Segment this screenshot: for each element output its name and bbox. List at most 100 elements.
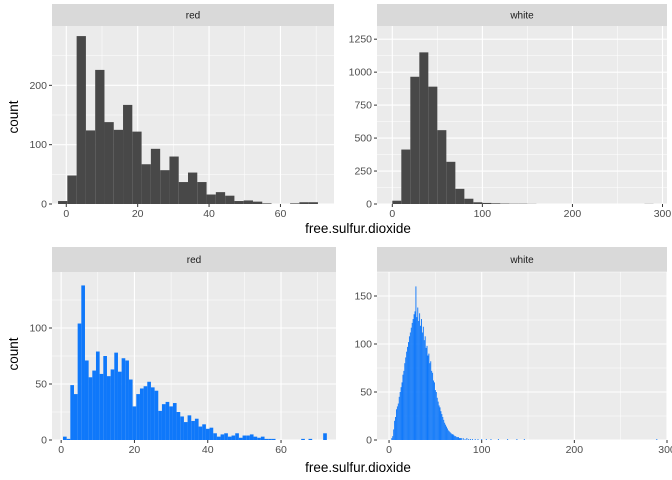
bottom-red-bar xyxy=(70,385,74,440)
bottom-white-bar xyxy=(412,319,414,440)
bottom-red-bar xyxy=(301,438,305,440)
top-red-bar xyxy=(234,201,244,204)
top-red-bar xyxy=(178,182,189,204)
bottom-white-panel: white 0 100 200 300 0 50 100 150 xyxy=(354,247,672,456)
bottom-white-bar xyxy=(458,438,460,440)
bottom-white-bar xyxy=(415,286,417,440)
bottom-red-bar xyxy=(99,373,104,440)
bottom-white-bar xyxy=(408,342,409,440)
top-red-bar xyxy=(206,194,216,204)
bottom-red-bar xyxy=(308,438,313,440)
top-red-bar xyxy=(132,131,142,204)
bottom-white-bar xyxy=(440,411,442,440)
bottom-white-bar xyxy=(441,414,443,440)
bottom-histogram-figure: count free.sulfur.dioxide xyxy=(6,337,411,475)
bottom-white-bar xyxy=(452,434,454,440)
bottom-white-bar xyxy=(413,314,415,440)
top-red-bar xyxy=(58,201,68,204)
bottom-white-bar xyxy=(410,327,412,440)
bottom-white-y-tick-label: 100 xyxy=(354,339,372,351)
bottom-red-bar xyxy=(249,434,254,440)
bottom-red-bar xyxy=(161,404,166,440)
bottom-red-bar xyxy=(121,358,126,440)
top-red-bar xyxy=(188,172,198,204)
bottom-white-x-tick-label: 100 xyxy=(473,444,491,456)
bottom-white-bar xyxy=(400,387,402,440)
bottom-white-bar xyxy=(419,313,421,440)
bottom-white-bar xyxy=(429,363,431,440)
bottom-red-bar xyxy=(125,360,129,440)
bottom-white-bar xyxy=(458,437,459,440)
bottom-red-bar xyxy=(139,388,144,440)
top-red-bar xyxy=(67,175,77,204)
bottom-red-bar xyxy=(268,438,272,440)
bottom-red-bar xyxy=(220,434,225,440)
bottom-white-bar xyxy=(395,416,396,440)
top-red-bar xyxy=(308,202,318,204)
bottom-white-bar xyxy=(439,407,441,440)
bottom-red-bar xyxy=(176,412,181,440)
bottom-white-bar xyxy=(421,319,422,440)
bottom-white-bar xyxy=(394,420,396,440)
top-white-bar xyxy=(419,52,429,205)
bottom-white-x-tick-label: 300 xyxy=(658,444,672,456)
bottom-red-bar xyxy=(202,424,206,440)
bottom-white-bar xyxy=(406,351,408,440)
top-red-bar xyxy=(225,195,235,204)
top-red-y-tick-label: 100 xyxy=(29,139,47,151)
top-white-strip xyxy=(377,4,667,26)
bottom-white-bar xyxy=(485,439,487,440)
bottom-white-bar xyxy=(421,332,423,440)
bottom-red-bar xyxy=(62,436,67,440)
bottom-white-bar xyxy=(393,429,395,440)
bottom-white-bar xyxy=(453,435,455,440)
bottom-x-axis-title: free.sulfur.dioxide xyxy=(305,460,411,475)
bottom-white-bar xyxy=(391,438,393,440)
bottom-red-bar xyxy=(158,410,162,440)
top-red-bar xyxy=(113,129,124,204)
bottom-red-bar xyxy=(84,360,89,440)
bottom-red-bar xyxy=(323,433,327,440)
bottom-white-bar xyxy=(418,320,420,440)
bottom-white-bar xyxy=(442,416,444,440)
bottom-red-bar xyxy=(209,427,214,440)
bottom-red-bar xyxy=(88,377,93,440)
bottom-red-y-tick-label: 50 xyxy=(35,379,47,391)
bottom-white-bar xyxy=(450,433,452,440)
bottom-red-x-tick-label: 60 xyxy=(275,444,287,456)
bottom-white-bar xyxy=(497,439,499,440)
bottom-white-bar xyxy=(455,436,457,440)
bottom-white-bar xyxy=(432,372,434,440)
top-red-bar xyxy=(299,202,309,204)
bottom-red-strip xyxy=(52,247,336,272)
bottom-white-bar xyxy=(447,430,449,440)
top-white-bar xyxy=(482,202,492,204)
bottom-red-bar xyxy=(231,435,236,440)
bottom-white-bar xyxy=(396,406,398,440)
bottom-white-bar xyxy=(423,340,425,440)
bottom-red-bar xyxy=(150,387,155,440)
bottom-red-bar xyxy=(246,435,250,440)
top-red-bar xyxy=(290,203,300,204)
top-red-bar xyxy=(160,170,170,204)
bottom-white-bar xyxy=(470,439,472,440)
top-y-axis-title: count xyxy=(6,100,21,133)
top-red-bar xyxy=(252,201,263,204)
top-white-y-tick-label: 500 xyxy=(354,133,372,145)
bottom-red-panel: red 0 20 40 60 0 50 100 xyxy=(29,247,336,456)
bottom-red-bar xyxy=(260,436,265,440)
bottom-red-bar xyxy=(73,394,78,440)
bottom-white-bar xyxy=(477,439,479,440)
top-white-bar xyxy=(464,198,474,204)
bottom-white-bar xyxy=(403,370,405,440)
top-white-x-tick-label: 300 xyxy=(654,208,672,220)
top-white-bar xyxy=(491,203,501,204)
bottom-red-bar xyxy=(194,418,199,440)
top-white-x-tick-label: 0 xyxy=(389,208,395,220)
bottom-red-bar xyxy=(191,420,195,440)
bottom-red-bar xyxy=(271,438,276,440)
bottom-white-bar xyxy=(516,439,518,440)
bottom-white-bar xyxy=(395,409,397,440)
bottom-white-strip-label: white xyxy=(509,255,534,266)
bottom-red-bar xyxy=(165,401,170,440)
